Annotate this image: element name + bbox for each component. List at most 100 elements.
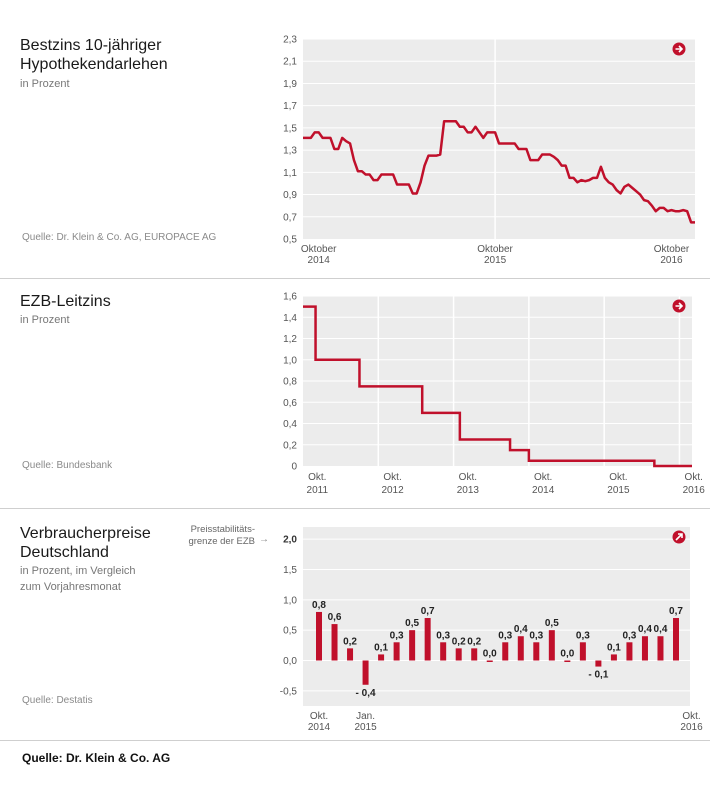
chart1-y-tick: 2,1	[283, 57, 297, 68]
chart1-x-tick: Oktober	[301, 244, 337, 255]
chart3-x-tick: Jan.	[356, 711, 375, 722]
section-divider	[0, 740, 710, 741]
chart3-data-label: 0,2	[467, 636, 481, 647]
chart3-data-label: - 0,4	[356, 688, 376, 699]
chart1-source: Quelle: Dr. Klein & Co. AG, EUROPACE AG	[22, 232, 217, 243]
chart2-y-tick: 0,8	[283, 377, 297, 388]
chart3-bar	[502, 642, 509, 661]
chart3-data-label: 0,2	[452, 636, 466, 647]
chart3-bar	[471, 648, 478, 661]
arrow-glyph	[675, 302, 684, 310]
chart2-x-tick-year: 2011	[307, 485, 329, 496]
chart1-x-tick: Oktober	[477, 244, 513, 255]
chart2-x-tick-year: 2015	[607, 485, 630, 496]
chart3-y-tick: 0,5	[283, 626, 297, 637]
chart3-bar	[641, 636, 648, 661]
chart3-y-tick: 0,0	[283, 656, 297, 667]
chart3-bar	[533, 642, 540, 661]
chart1-x-tick-year: 2015	[484, 255, 507, 266]
footer-source: Quelle: Dr. Klein & Co. AG	[22, 751, 171, 765]
chart1-y-tick: 1,9	[283, 79, 297, 90]
chart1-title-line2: Hypothekendarlehen	[20, 56, 168, 73]
chart3-bar	[393, 642, 400, 661]
chart2-x-tick-year: 2012	[381, 485, 404, 496]
chart3-data-label: 0,0	[560, 648, 574, 659]
chart1-plot-area	[303, 39, 695, 239]
chart2-x-tick: Okt.	[534, 472, 552, 483]
chart3-source: Quelle: Destatis	[22, 695, 93, 706]
chart2-y-tick: 0	[291, 462, 297, 473]
chart3-x-tick-year: 2014	[308, 722, 331, 733]
chart2-source: Quelle: Bundesbank	[22, 460, 113, 471]
ecb-note-line2: grenze der EZB	[188, 536, 255, 547]
chart3-bar	[424, 618, 431, 661]
chart1-y-tick: 0,5	[283, 235, 297, 246]
chart2-y-tick: 1,4	[283, 313, 297, 324]
chart1-x-tick-year: 2016	[660, 255, 683, 266]
chart3-data-label: 0,5	[405, 618, 419, 629]
chart1-x-tick-year: 2014	[308, 255, 331, 266]
chart3-data-label: - 0,1	[588, 670, 608, 681]
chart3-bar	[626, 642, 633, 661]
chart3-data-label: 0,4	[654, 624, 668, 635]
chart3-bar	[409, 630, 416, 661]
chart3-y-tick: 2,0	[283, 535, 297, 546]
chart2-x-tick: Okt.	[459, 472, 477, 483]
chart1-y-tick: 1,3	[283, 146, 297, 157]
chart2-y-tick: 0,2	[283, 440, 297, 451]
chart3-y-tick: 1,0	[283, 595, 297, 606]
chart3-data-label: 0,3	[529, 630, 543, 641]
note-arrow-icon: →	[259, 534, 269, 545]
chart3-bar	[331, 624, 338, 661]
chart3-subtitle-line1: in Prozent, im Vergleich	[20, 565, 136, 577]
chart3-bar	[657, 636, 664, 661]
chart2-y-tick: 0,4	[283, 419, 297, 430]
chart1-y-tick: 1,5	[283, 123, 297, 134]
chart3-x-tick: Okt.	[682, 711, 700, 722]
chart3-data-label: 0,7	[421, 606, 435, 617]
chart1-y-tick: 1,7	[283, 101, 297, 112]
chart1-y-tick: 0,9	[283, 190, 297, 201]
chart3-data-label: 0,6	[328, 612, 342, 623]
chart3-bar	[579, 642, 586, 661]
chart3-data-label: 0,5	[545, 618, 559, 629]
chart3-data-label: 0,0	[483, 648, 497, 659]
arrow-glyph	[675, 533, 683, 541]
chart3-bar	[548, 630, 555, 661]
chart2-series-line	[303, 305, 692, 468]
chart2-x-tick: Okt.	[383, 472, 401, 483]
chart3-subtitle-line2: zum Vorjahresmonat	[20, 581, 121, 593]
ecb-stability-note: Preisstabilitäts- grenze der EZB	[175, 524, 255, 548]
chart3-bar	[517, 636, 524, 661]
chart3-bar	[440, 642, 447, 661]
chart2-x-tick-year: 2013	[457, 485, 480, 496]
ecb-note-line1: Preisstabilitäts-	[190, 524, 255, 535]
chart3-bar	[564, 660, 571, 662]
chart3-data-label: 0,1	[607, 642, 621, 653]
chart1-y-tick: 2,3	[283, 35, 297, 46]
chart2-x-tick: Okt.	[685, 472, 703, 483]
chart2-x-tick-year: 2016	[683, 485, 706, 496]
chart2-title: EZB-Leitzins	[20, 293, 111, 310]
chart2-y-tick: 1,6	[283, 292, 297, 303]
chart3-data-label: 0,4	[638, 624, 652, 635]
chart3-data-label: 0,3	[436, 630, 450, 641]
chart3-bar	[378, 654, 385, 661]
chart3-data-label: 0,1	[374, 642, 388, 653]
chart3-data-label: 0,3	[390, 630, 404, 641]
chart1-x-tick: Oktober	[654, 244, 690, 255]
chart3-y-tick: -0,5	[280, 686, 298, 697]
chart1-y-tick: 0,7	[283, 212, 297, 223]
chart2-y-tick: 1,2	[283, 334, 297, 345]
chart3-data-label: 0,8	[312, 600, 326, 611]
chart2-x-tick: Okt.	[308, 472, 326, 483]
chart3-bar	[316, 611, 322, 661]
chart3-data-label: 0,4	[514, 624, 528, 635]
chart3-plot-area	[303, 527, 690, 706]
arrow-glyph	[675, 45, 684, 53]
chart3-x-tick-year: 2015	[354, 722, 377, 733]
chart2-subtitle: in Prozent	[20, 314, 70, 326]
chart2-y-tick: 0,6	[283, 398, 297, 409]
chart3-data-label: 0,3	[622, 630, 636, 641]
chart3-title-line1: Verbraucherpreise	[20, 525, 151, 542]
